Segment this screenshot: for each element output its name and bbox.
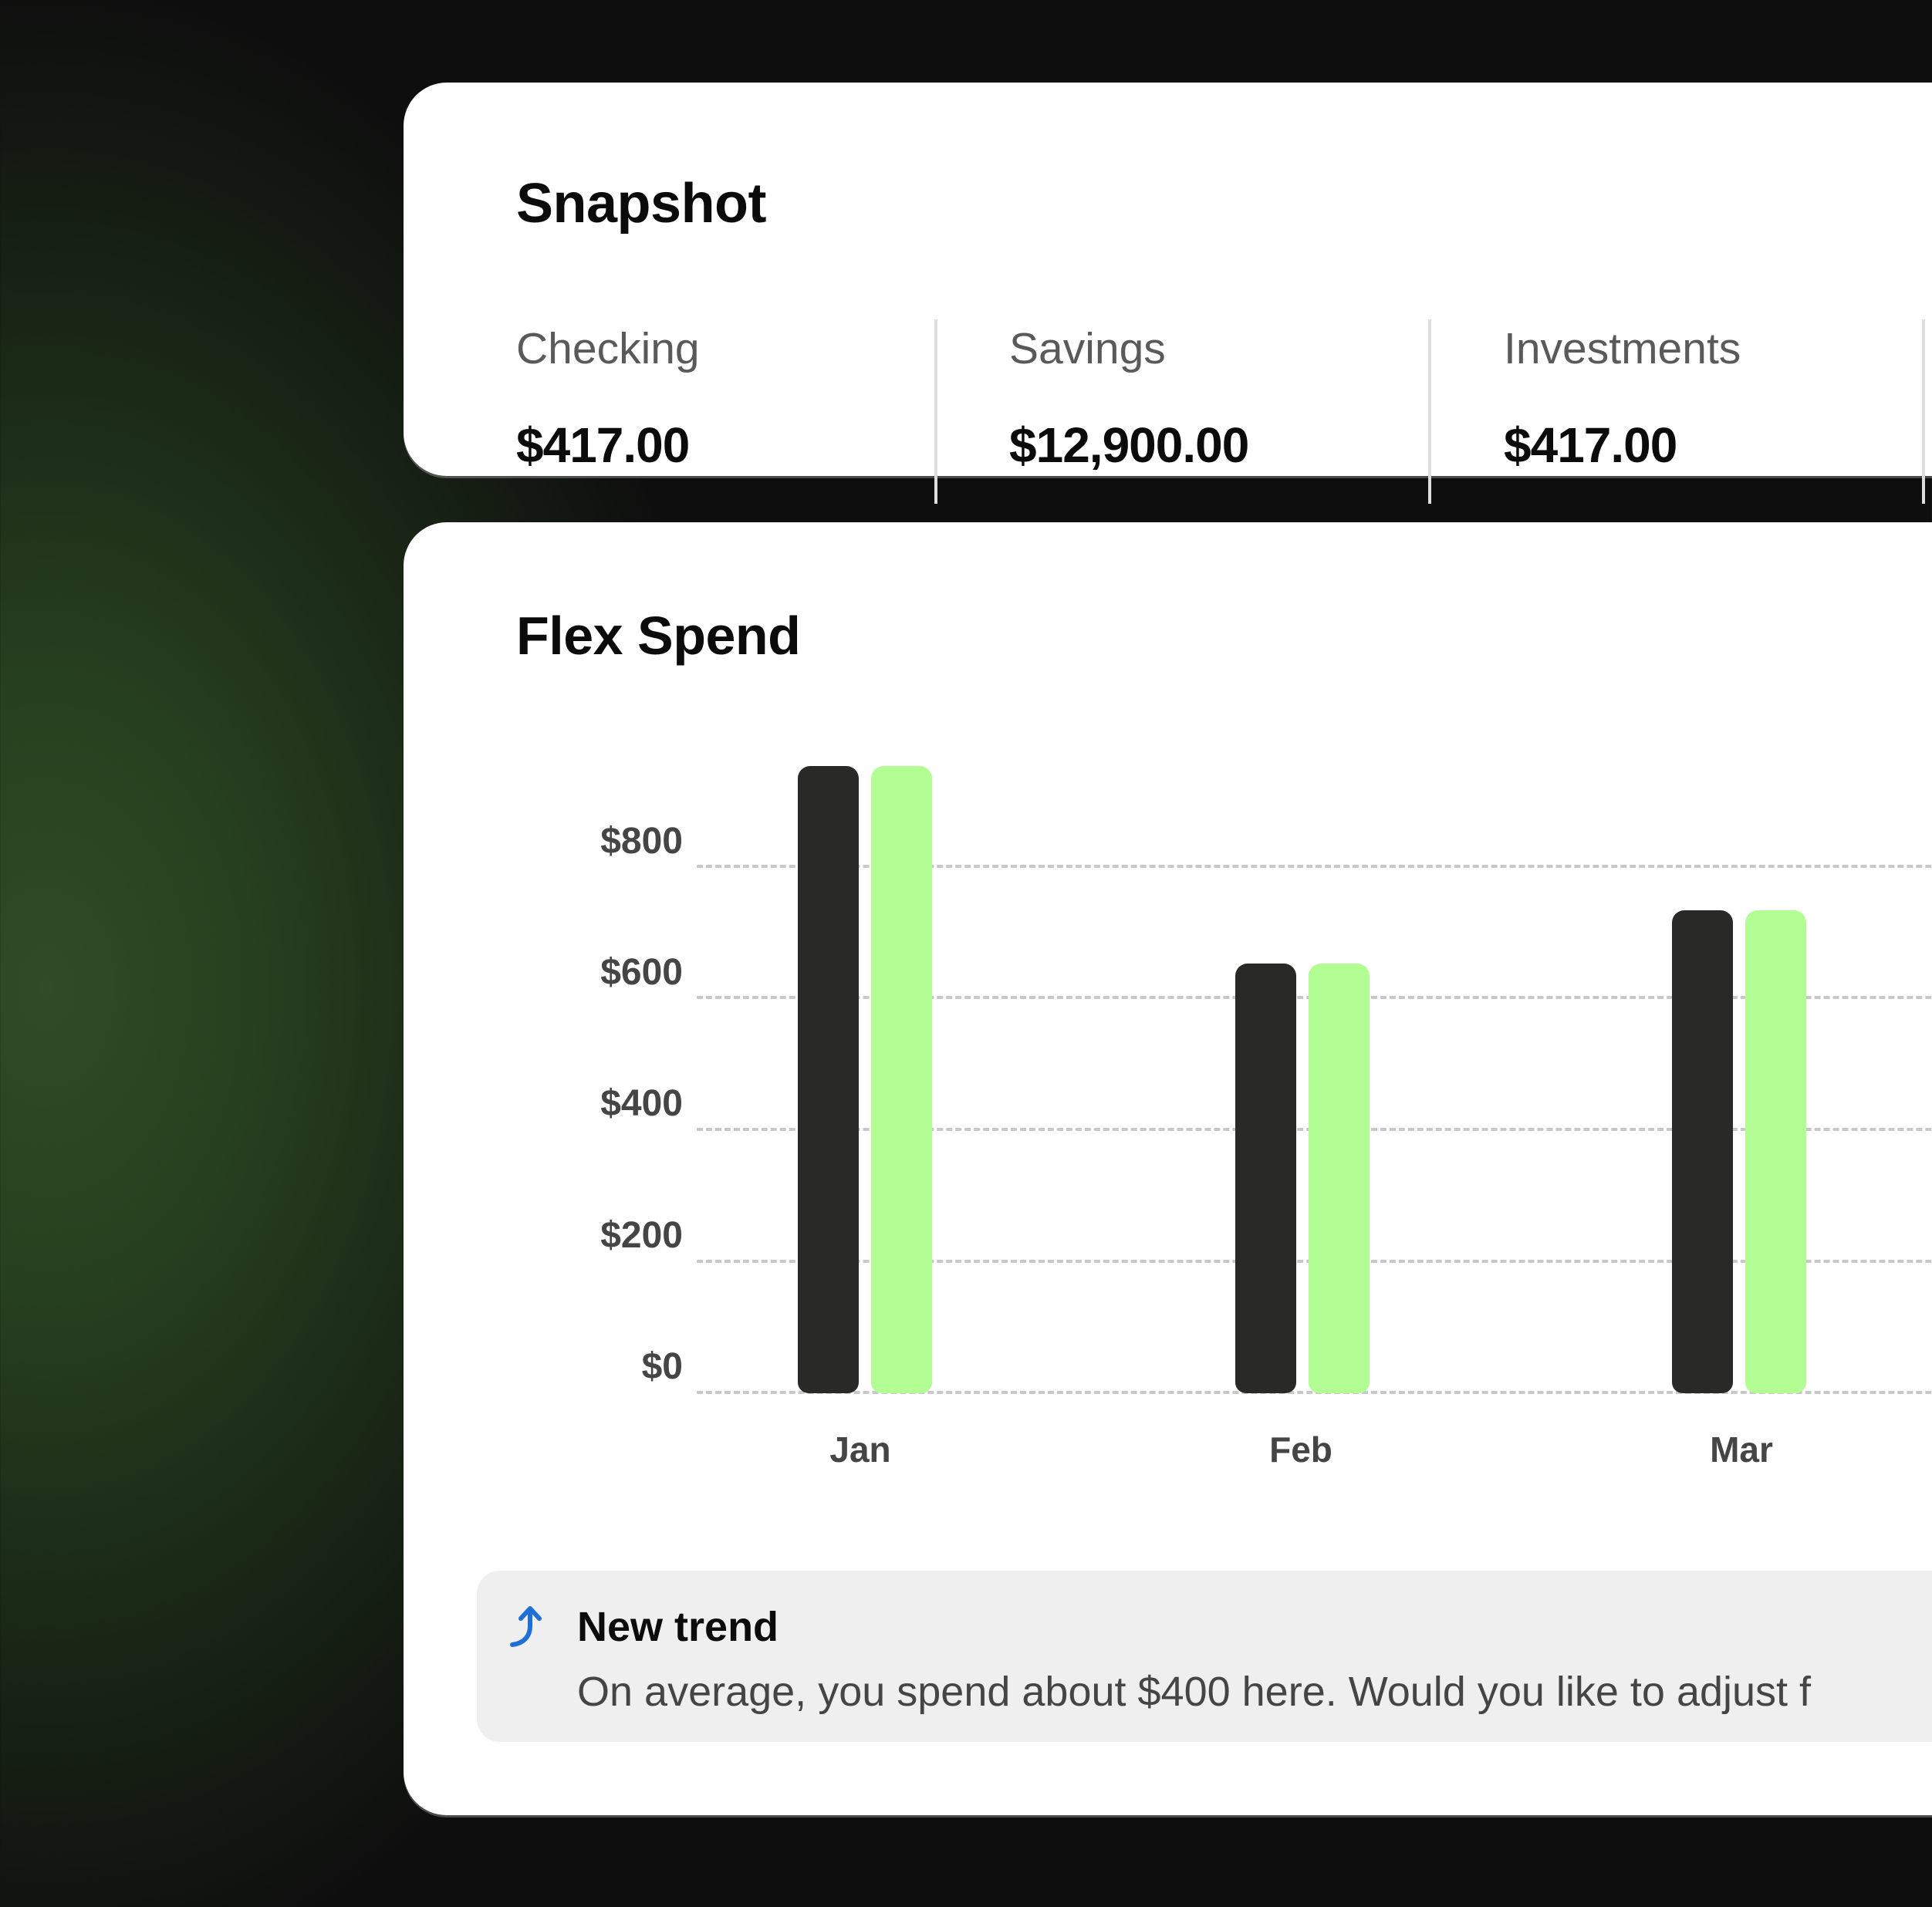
divider	[1428, 319, 1431, 504]
bar-jan-series-1[interactable]	[798, 766, 859, 1393]
trend-title: New trend	[577, 1604, 779, 1650]
flex-spend-chart: $800 $600 $400 $200 $0 Jan Feb Mar	[404, 522, 1932, 1525]
snapshot-card: Snapshot Checking $417.00 Savings $12,90…	[404, 83, 1932, 504]
bar-mar-series-2[interactable]	[1745, 910, 1806, 1393]
stat-label: Savings	[1009, 324, 1166, 373]
flex-spend-title: Flex Spend	[516, 606, 801, 666]
trend-up-arrow-icon	[510, 1606, 542, 1647]
stat-value: $12,900.00	[1009, 417, 1249, 473]
gridline	[697, 1391, 1932, 1394]
x-label-jan: Jan	[829, 1429, 891, 1470]
stat-value: $417.00	[516, 417, 690, 473]
trend-callout[interactable]: New trend On average, you spend about $4…	[477, 1571, 1932, 1742]
bar-jan-series-2[interactable]	[871, 766, 932, 1393]
stat-label: Checking	[516, 324, 700, 373]
bar-mar-series-1[interactable]	[1672, 910, 1733, 1393]
bar-feb-series-1[interactable]	[1235, 964, 1296, 1393]
x-label-feb: Feb	[1269, 1429, 1332, 1470]
x-label-mar: Mar	[1710, 1429, 1773, 1470]
divider	[1922, 319, 1925, 504]
y-tick-label: $0	[641, 1346, 683, 1387]
trend-body: On average, you spend about $400 here. W…	[577, 1669, 1812, 1715]
y-tick-label: $800	[600, 821, 683, 862]
stat-value: $417.00	[1504, 417, 1677, 473]
divider	[934, 319, 937, 504]
snapshot-title: Snapshot	[516, 173, 767, 235]
gridline	[697, 865, 1932, 868]
flex-spend-card: Flex Spend $800 $600 $400 $200 $0 Jan Fe…	[404, 522, 1932, 1815]
stat-label: Investments	[1504, 324, 1741, 373]
bar-feb-series-2[interactable]	[1309, 964, 1370, 1393]
y-tick-label: $400	[600, 1083, 683, 1124]
y-tick-label: $200	[600, 1215, 683, 1256]
y-tick-label: $600	[600, 952, 683, 993]
